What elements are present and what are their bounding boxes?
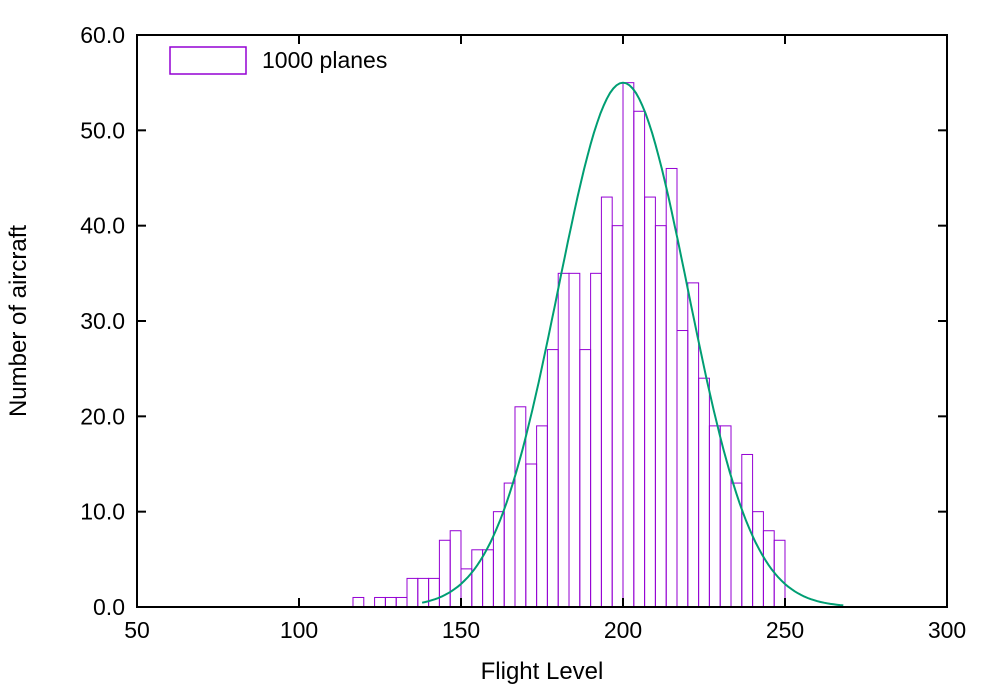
histogram-bar [730,482,743,608]
y-tick-label: 40.0 [80,213,125,239]
y-axis-label: Number of aircraft [5,225,32,417]
histogram-bar [536,425,548,608]
gaussian-fit-curve [421,81,844,607]
histogram-bar [449,530,462,608]
y-tick-label: 20.0 [80,403,125,429]
histogram-bar [352,596,365,608]
histogram-bar [579,349,592,608]
histogram-bar [762,530,775,608]
histogram-bar [384,596,397,608]
histogram-bar [600,196,613,608]
histogram-bar [395,596,408,608]
legend-sample-box [169,46,247,75]
histogram-bar [428,577,440,608]
histogram-bar [644,196,656,608]
histogram-bar [665,167,678,608]
x-axis-label: Flight Level [481,658,604,685]
x-tick-label: 150 [442,617,480,643]
x-tick-label: 200 [604,617,642,643]
gaussian-curve-layer [421,81,844,607]
histogram-bar [503,482,516,608]
y-tick-label: 60.0 [80,22,125,48]
legend-label: 1000 planes [262,47,387,73]
plot-border [136,34,948,608]
histogram-bar [557,272,570,608]
histogram-bar [611,225,624,608]
y-tick-label: 50.0 [80,117,125,143]
histogram-bar [698,377,710,608]
histogram-bar [654,225,667,608]
histogram-bar [546,349,559,608]
histogram-bar [622,82,635,608]
histogram-bar [374,596,386,608]
y-tick-label: 0.0 [93,594,125,620]
histogram-bar [719,425,732,608]
histogram-bar [514,406,527,608]
y-tick-label: 30.0 [80,308,125,334]
y-tick-label: 10.0 [80,499,125,525]
histogram-bar [708,425,721,608]
x-tick-label: 100 [280,617,318,643]
x-tick-label: 50 [124,617,150,643]
histogram-bar [590,272,602,608]
histogram-bar [633,110,646,608]
histogram-bar [676,330,689,608]
axes-and-ticks-layer: 50 100 150 200 250 300 0.0 10.0 20.0 30.0 40.0 50.0… [80,22,966,643]
histogram-bar [568,272,581,608]
x-tick-label: 250 [766,617,804,643]
histogram-bar [406,577,419,608]
histogram-bar [752,511,764,608]
histogram-bars-layer [352,82,786,608]
histogram-bar [525,463,538,608]
x-tick-label: 300 [928,617,966,643]
histogram-bar [482,549,494,608]
